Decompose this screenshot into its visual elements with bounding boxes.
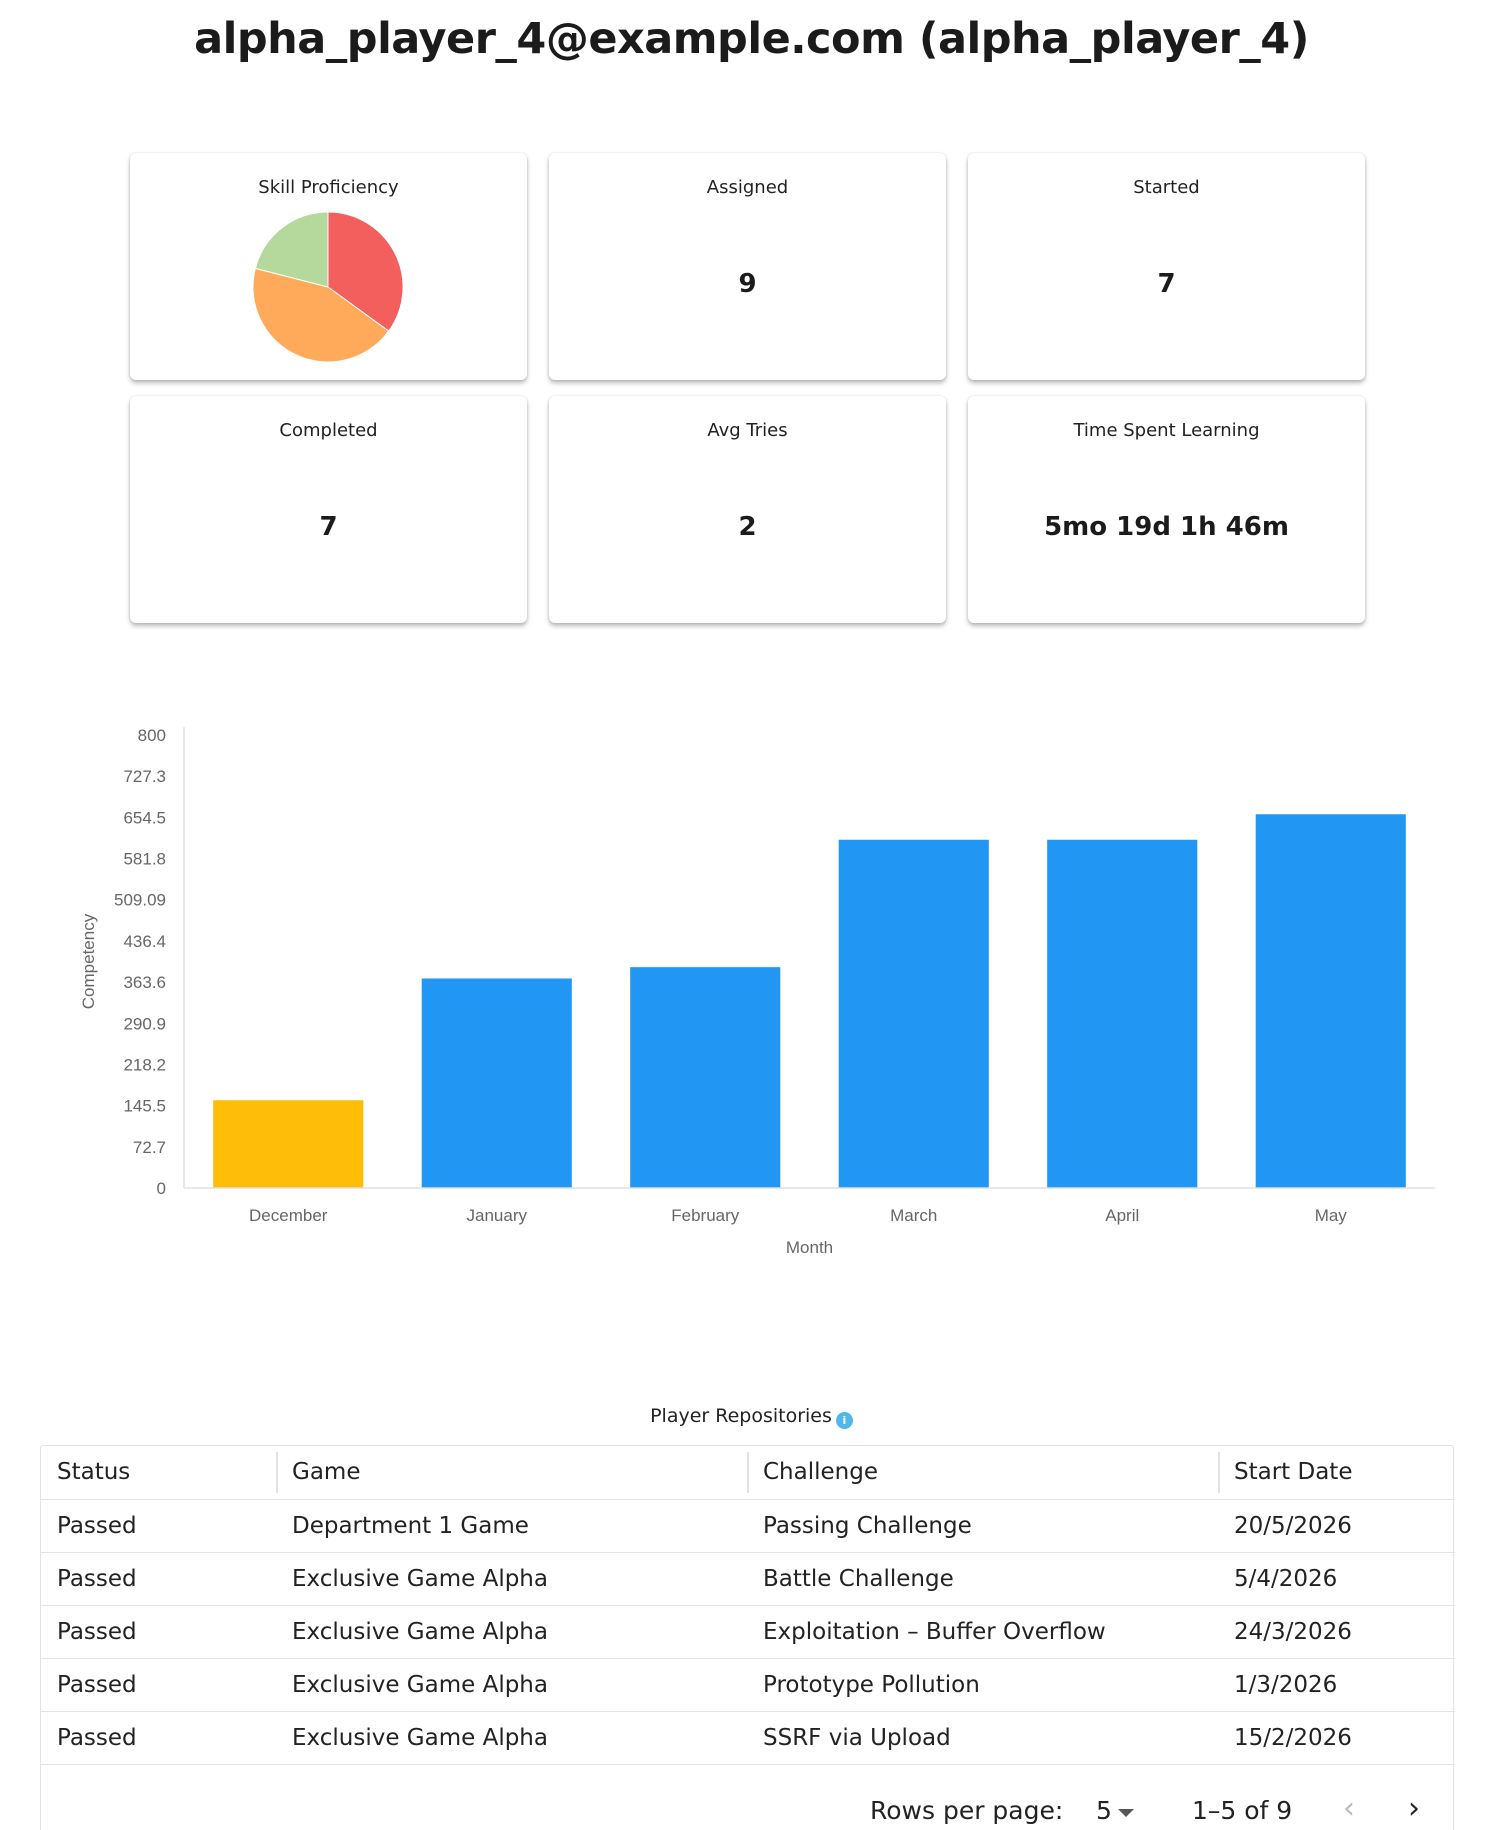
game-cell: Exclusive Game Alpha (276, 1711, 747, 1765)
x-tick-label: May (1315, 1206, 1348, 1225)
x-tick-label: December (249, 1206, 328, 1225)
status-cell: Passed (41, 1499, 276, 1553)
skill-proficiency-pie (252, 211, 404, 363)
game-cell: Department 1 Game (276, 1499, 747, 1553)
repositories-table: Status Game Challenge Start Date Passed … (40, 1445, 1455, 1830)
card-value: 2 (738, 512, 757, 542)
pie-slice-0[interactable] (327, 211, 404, 332)
y-tick-label: 72.7 (133, 1138, 166, 1157)
status-cell: Passed (41, 1552, 276, 1606)
column-header-game[interactable]: Game (276, 1446, 747, 1500)
time-spent-card: Time Spent Learning 5mo 19d 1h 46m (968, 396, 1365, 623)
x-tick-label: February (671, 1206, 740, 1225)
card-label: Skill Proficiency (258, 177, 399, 198)
bar-december[interactable] (213, 1100, 364, 1188)
repositories-title: Player Repositories i (0, 1405, 1503, 1429)
completed-card: Completed 7 (130, 396, 527, 623)
started-card: Started 7 (968, 153, 1365, 380)
card-value: 7 (1157, 269, 1176, 299)
pie-slice-1[interactable] (252, 267, 390, 363)
y-tick-label: 290.9 (123, 1014, 166, 1033)
y-tick-label: 727.3 (123, 767, 166, 786)
caret-down-icon[interactable] (1118, 1809, 1134, 1817)
table-header-row: Status Game Challenge Start Date (41, 1446, 1455, 1500)
y-tick-label: 800 (138, 726, 166, 745)
y-tick-label: 581.8 (123, 850, 166, 869)
challenge-cell: Passing Challenge (747, 1499, 1218, 1553)
y-tick-label: 145.5 (123, 1097, 166, 1116)
start-date-cell: 24/3/2026 (1218, 1605, 1455, 1659)
table-row[interactable]: Passed Exclusive Game Alpha SSRF via Upl… (41, 1711, 1455, 1765)
rows-per-page-select[interactable]: 5 (1096, 1796, 1112, 1825)
card-value: 7 (319, 512, 338, 542)
column-header-challenge[interactable]: Challenge (747, 1446, 1218, 1500)
start-date-cell: 15/2/2026 (1218, 1711, 1455, 1765)
status-cell: Passed (41, 1605, 276, 1659)
rows-per-page-label: Rows per page: (870, 1796, 1064, 1825)
x-tick-label: March (890, 1206, 937, 1225)
start-date-cell: 5/4/2026 (1218, 1552, 1455, 1606)
game-cell: Exclusive Game Alpha (276, 1605, 747, 1659)
card-label: Completed (279, 420, 378, 441)
card-value: 9 (738, 269, 757, 299)
game-cell: Exclusive Game Alpha (276, 1658, 747, 1712)
status-cell: Passed (41, 1658, 276, 1712)
competency-bar-chart: 0 72.7 145.5 218.2 290.9 363.6 436.4 509.09 581.… (79, 726, 1435, 1257)
card-label: Started (1133, 177, 1200, 198)
table-row[interactable]: Passed Exclusive Game Alpha Battle Chall… (41, 1552, 1455, 1606)
table-pagination: Rows per page: 5 1–5 of 9 ‹ › (40, 1790, 1454, 1830)
start-date-cell: 1/3/2026 (1218, 1658, 1455, 1712)
column-header-start-date[interactable]: Start Date (1218, 1446, 1455, 1500)
table-row[interactable]: Passed Department 1 Game Passing Challen… (41, 1499, 1455, 1553)
chevron-right-icon[interactable]: › (1408, 1791, 1420, 1826)
page-title: alpha_player_4@example.com (alpha_player… (194, 14, 1309, 64)
bar-january[interactable] (421, 978, 572, 1188)
y-tick-label: 654.5 (123, 808, 166, 827)
assigned-card: Assigned 9 (549, 153, 946, 380)
y-axis-label: Competency (79, 913, 98, 1009)
skill-proficiency-card: Skill Proficiency (130, 153, 527, 380)
card-label: Avg Tries (707, 420, 788, 441)
pie-slice-2[interactable] (254, 211, 329, 288)
status-cell: Passed (41, 1711, 276, 1765)
challenge-cell: Exploitation – Buffer Overflow (747, 1605, 1218, 1659)
card-label: Assigned (706, 177, 789, 198)
avg-tries-card: Avg Tries 2 (549, 396, 946, 623)
bar-march[interactable] (838, 839, 989, 1188)
table-row[interactable]: Passed Exclusive Game Alpha Prototype Po… (41, 1658, 1455, 1712)
challenge-cell: SSRF via Upload (747, 1711, 1218, 1765)
start-date-cell: 20/5/2026 (1218, 1499, 1455, 1553)
card-label: Time Spent Learning (1073, 420, 1260, 441)
y-tick-label: 363.6 (123, 973, 166, 992)
bar-may[interactable] (1255, 814, 1406, 1188)
challenge-cell: Prototype Pollution (747, 1658, 1218, 1712)
column-header-status[interactable]: Status (41, 1446, 276, 1500)
x-tick-label: April (1105, 1206, 1139, 1225)
y-tick-label: 0 (157, 1179, 166, 1198)
challenge-cell: Battle Challenge (747, 1552, 1218, 1606)
x-tick-label: January (467, 1206, 528, 1225)
x-axis-label: Month (786, 1238, 833, 1257)
bar-april[interactable] (1047, 839, 1198, 1188)
table-row[interactable]: Passed Exclusive Game Alpha Exploitation… (41, 1605, 1455, 1659)
repositories-title-text: Player Repositories (650, 1405, 832, 1427)
y-tick-label: 218.2 (123, 1055, 166, 1074)
y-tick-label: 436.4 (123, 932, 166, 951)
y-tick-label: 509.09 (114, 891, 166, 910)
chevron-left-icon[interactable]: ‹ (1343, 1791, 1355, 1826)
card-value: 5mo 19d 1h 46m (1044, 512, 1289, 542)
pagination-range: 1–5 of 9 (1192, 1796, 1293, 1825)
info-icon[interactable]: i (835, 1412, 853, 1429)
bar-february[interactable] (630, 967, 781, 1188)
game-cell: Exclusive Game Alpha (276, 1552, 747, 1606)
